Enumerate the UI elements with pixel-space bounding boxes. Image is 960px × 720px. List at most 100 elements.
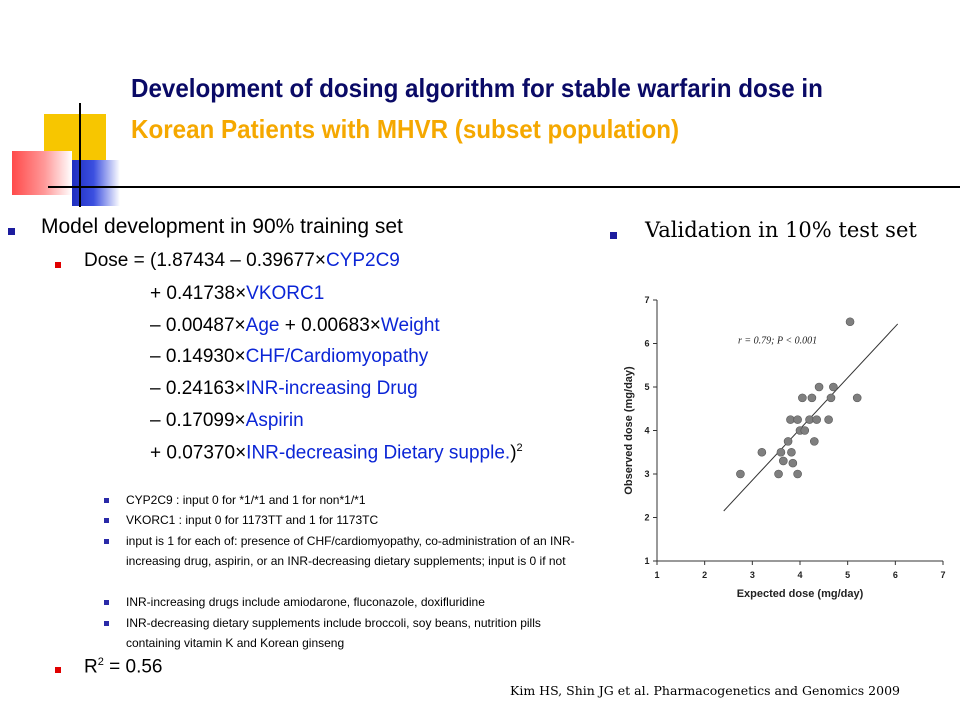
y-tick-label: 3 <box>644 469 649 479</box>
times-sign: × <box>235 442 247 464</box>
x-tick-label: 2 <box>702 570 707 580</box>
data-point <box>793 415 802 424</box>
data-point <box>805 415 814 424</box>
title-decoration-vertical-line <box>79 103 81 207</box>
equation-var-vkorc1: VKORC1 <box>246 283 325 304</box>
data-point <box>810 437 819 446</box>
data-point <box>793 469 802 479</box>
bullet-icon <box>8 228 15 235</box>
data-point <box>798 393 807 403</box>
data-point <box>779 456 788 466</box>
equation-var-age: Age <box>245 315 280 336</box>
equation-coef: – 0.14930 <box>150 346 235 367</box>
equation-line-6: – 0.17099×Aspirin <box>150 410 304 432</box>
equation-coef: + 0.41738 <box>150 283 236 304</box>
data-point <box>814 382 824 392</box>
r-squared-sup: 2 <box>97 656 104 668</box>
data-point <box>829 382 838 392</box>
equation-line-1: Dose = (1.87434 – 0.39677×CYP2C9 <box>84 250 400 272</box>
x-tick-label: 7 <box>940 570 945 580</box>
data-point <box>800 426 810 435</box>
equation-line-2: + 0.41738×VKORC1 <box>150 283 324 305</box>
r-squared-label: R <box>84 656 98 678</box>
data-point <box>774 469 783 479</box>
equation-coef: – 0.24163 <box>150 378 235 399</box>
x-axis-label: Expected dose (mg/day) <box>737 588 864 600</box>
data-point <box>788 458 798 468</box>
times-sign: × <box>234 346 246 367</box>
bullet-icon <box>104 539 109 544</box>
data-point <box>807 393 817 403</box>
y-axis-label: Observed dose (mg/day) <box>623 366 635 495</box>
data-point <box>736 469 745 479</box>
data-point <box>776 447 786 457</box>
data-point <box>757 447 767 457</box>
equation-var-cyp2c9: CYP2C9 <box>325 250 400 271</box>
validation-heading: Validation in 10% test set <box>645 218 917 242</box>
note-inr-decreasing: INR-decreasing dietary supplements inclu… <box>126 616 541 650</box>
data-point <box>783 437 793 446</box>
times-sign: × <box>234 410 246 431</box>
bullet-icon <box>610 232 617 239</box>
citation: Kim HS, Shin JG et al. Pharmacogenetics … <box>510 683 900 698</box>
data-point <box>845 317 855 327</box>
slide-title-line2: Korean Patients with MHVR (subset popula… <box>131 114 680 144</box>
x-tick-label: 4 <box>797 570 802 580</box>
x-tick-label: 1 <box>654 570 659 580</box>
times-sign: × <box>314 250 326 271</box>
bullet-icon <box>104 600 109 605</box>
equation-line-3: – 0.00487×Age + 0.00683×Weight <box>150 315 440 337</box>
equation-var-aspirin: Aspirin <box>245 410 304 431</box>
y-tick-label: 6 <box>644 339 649 349</box>
data-point <box>787 447 796 457</box>
x-tick-label: 6 <box>893 570 898 580</box>
bullet-icon <box>55 667 61 673</box>
equation-var-inr-decreasing: INR-decreasing Dietary supple. <box>246 442 511 464</box>
times-sign: × <box>235 283 247 304</box>
equation-coef: + 0.00683 <box>284 315 370 336</box>
y-tick-label: 5 <box>644 382 649 392</box>
model-heading: Model development in 90% training set <box>41 215 403 238</box>
equation-var-inr-increasing: INR-increasing Drug <box>245 378 418 399</box>
y-tick-label: 2 <box>644 513 649 523</box>
y-tick-label: 7 <box>644 295 649 305</box>
note-input-rule: input is 1 for each of: presence of CHF/… <box>126 534 575 568</box>
equation-coef: – 0.17099 <box>150 410 235 431</box>
bullet-icon <box>104 621 109 626</box>
r-squared: R2 = 0.56 <box>84 656 163 678</box>
equation-coef: + 0.07370 <box>150 442 236 464</box>
chart-annotation: r = 0.79; P < 0.001 <box>738 336 817 347</box>
data-point <box>786 415 795 424</box>
data-point <box>824 415 833 424</box>
slide-title-line1: Development of dosing algorithm for stab… <box>131 73 823 103</box>
r-squared-value: = 0.56 <box>103 656 163 678</box>
equation-line-4: – 0.14930×CHF/Cardiomyopathy <box>150 346 428 368</box>
equation-close: ) <box>510 442 517 464</box>
title-decoration-red-square <box>12 151 72 195</box>
equation-var-chf: CHF/Cardiomyopathy <box>245 346 429 367</box>
equation-line-5: – 0.24163×INR-increasing Drug <box>150 378 418 400</box>
y-tick-label: 1 <box>644 556 649 566</box>
bullet-icon <box>55 262 61 268</box>
data-point <box>852 393 862 403</box>
times-sign: × <box>369 315 381 336</box>
times-sign: × <box>234 315 246 336</box>
data-point <box>812 415 821 424</box>
bullet-icon <box>104 498 109 503</box>
equation-var-weight: Weight <box>380 315 440 336</box>
data-point <box>826 393 836 403</box>
title-divider-line <box>48 186 960 188</box>
equation-power: 2 <box>516 442 523 454</box>
x-tick-label: 3 <box>750 570 755 580</box>
note-inr-increasing: INR-increasing drugs include amiodarone,… <box>126 595 485 609</box>
x-tick-label: 5 <box>845 570 850 580</box>
equation-prefix: Dose = (1.87434 – 0.39677 <box>84 250 315 271</box>
note-vkorc1: VKORC1 : input 0 for 1173TT and 1 for 11… <box>126 513 379 527</box>
equation-coef: – 0.00487 <box>150 315 235 336</box>
bullet-icon <box>104 518 109 523</box>
equation-line-7: + 0.07370×INR-decreasing Dietary supple.… <box>150 442 523 464</box>
times-sign: × <box>234 378 246 399</box>
y-tick-label: 4 <box>644 426 649 436</box>
validation-scatter-chart: 1 2 3 4 5 6 7 1 2 3 4 5 6 7 Expected dose (mg/day) Obse… <box>623 295 946 600</box>
note-cyp2c9: CYP2C9 : input 0 for *1/*1 and 1 for non… <box>126 493 366 507</box>
